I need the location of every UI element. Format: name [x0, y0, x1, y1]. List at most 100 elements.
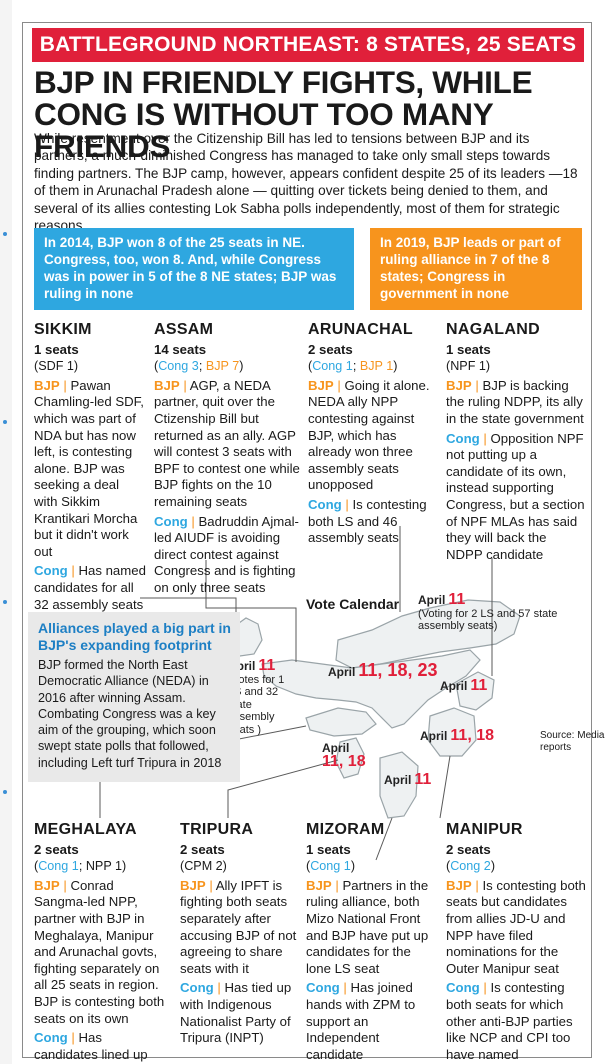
state-seats: 2 seats	[180, 841, 225, 857]
source-note: Source: Media reports	[540, 730, 605, 753]
cong-note: Cong | Is contesting both seats for whic…	[446, 980, 586, 1064]
cong-text: Is contesting both LS and 46 assembly se…	[308, 496, 427, 546]
bullet-dot	[3, 790, 7, 794]
separator: |	[337, 377, 341, 393]
cong-note: Cong | Has joined hands with ZPM to supp…	[306, 980, 434, 1063]
headline: BJP IN FRIENDLY FIGHTS, WHILE CONG IS WI…	[34, 66, 584, 162]
bjp-note: BJP | Going it alone. NEDA ally NPP cont…	[308, 378, 440, 494]
note: (Voting for 2 LS and 57 state assembly s…	[418, 607, 558, 633]
bjp-tag: BJP	[306, 877, 332, 893]
bjp-note: BJP | Conrad Sangma-led NPP, partner wit…	[34, 878, 166, 1027]
state-arunachal: ARUNACHAL 2 seats (Cong 1; BJP 1) BJP | …	[308, 321, 440, 547]
cong-tag: Cong	[34, 1030, 68, 1046]
headline-line-2: CONG IS WITHOUT TOO MANY FRIENDS	[34, 96, 493, 164]
bjp-text: Is contesting both seats but candidates …	[446, 877, 586, 976]
month: April	[440, 679, 468, 693]
month: April	[322, 741, 350, 755]
separator: |	[483, 430, 487, 446]
separator: |	[63, 877, 67, 893]
cong-note: Cong | Badruddin Ajmal-led AIUDF is avoi…	[154, 514, 300, 597]
state-seats: 1 seats	[306, 841, 351, 857]
separator: |	[343, 980, 347, 996]
state-seats: 14 seats	[154, 341, 207, 357]
state-assam: ASSAM 14 seats (Cong 3; BJP 7) BJP | AGP…	[154, 321, 300, 597]
bullet-dot	[3, 420, 7, 424]
cong-text: Opposition NPF not putting up a candidat…	[446, 430, 585, 562]
map-label-assam: April 11, 18, 23	[328, 661, 437, 680]
separator: |	[209, 877, 213, 893]
state-party: (Cong 2)	[446, 859, 496, 874]
map-label-meghalaya: April 11, 18	[322, 742, 382, 769]
cong-note: Cong | Is contesting both LS and 46 asse…	[308, 497, 440, 547]
cong-note: Cong | Has tied up with Indigenous Natio…	[180, 980, 298, 1046]
dates: 11, 18	[322, 752, 366, 770]
map-label-manipur: April 11, 18	[420, 728, 494, 744]
adjacent-column-strip	[0, 0, 12, 1064]
state-mizoram: MIZORAM 1 seats (Cong 1) BJP | Partners …	[306, 821, 434, 1063]
state-tripura: TRIPURA 2 seats (CPM 2) BJP | Ally IPFT …	[180, 821, 298, 1047]
month: April	[420, 729, 448, 743]
month: April	[418, 593, 446, 607]
state-name: MEGHALAYA	[34, 821, 137, 838]
intro-paragraph: While resentment over the Citizenship Bi…	[34, 131, 578, 234]
bjp-tag: BJP	[34, 377, 60, 393]
state-name: NAGALAND	[446, 321, 540, 338]
date: 11	[448, 591, 466, 608]
cong-text: Has joined hands with ZPM to support an …	[306, 980, 416, 1062]
bjp-tag: BJP	[154, 377, 180, 393]
state-party: (Cong 1; NPP 1)	[34, 859, 127, 874]
map-label-nagaland: April 11	[440, 678, 487, 694]
bjp-text: Partners in the ruling alliance, both Mi…	[306, 877, 429, 976]
state-sikkim: SIKKIM 1 seats (SDF 1) BJP | Pawan Chaml…	[34, 321, 146, 630]
cong-tag: Cong	[180, 980, 214, 996]
cong-text: Is contesting both seats for which other…	[446, 980, 573, 1064]
separator: |	[183, 377, 187, 393]
cong-tag: Cong	[446, 430, 480, 446]
bjp-note: BJP | Is contesting both seats but candi…	[446, 878, 586, 978]
state-name: MIZORAM	[306, 821, 385, 838]
map-label-mizoram: April 11	[384, 771, 432, 788]
bjp-note: BJP | Partners in the ruling alliance, b…	[306, 878, 434, 978]
dates: 11, 18, 23	[358, 660, 438, 680]
bjp-tag: BJP	[34, 877, 60, 893]
bjp-note: BJP | AGP, a NEDA partner, quit over the…	[154, 378, 300, 511]
state-seats: 1 seats	[446, 341, 491, 357]
cong-text: Badruddin Ajmal-led AIUDF is avoiding di…	[154, 513, 299, 595]
state-party: (Cong 3; BJP 7)	[154, 359, 244, 374]
month: April	[384, 773, 412, 787]
bjp-text: Conrad Sangma-led NPP, partner with BJP …	[34, 877, 165, 1026]
alliance-title: Alliances played a big part in BJP's exp…	[38, 620, 231, 653]
month: April	[328, 665, 356, 679]
bullet-dot	[3, 232, 7, 236]
separator: |	[191, 513, 195, 529]
date: 11	[414, 771, 432, 788]
state-name: SIKKIM	[34, 321, 92, 338]
state-party: (NPF 1)	[446, 359, 491, 374]
bjp-text: Going it alone. NEDA ally NPP contesting…	[308, 377, 430, 493]
cong-note: Cong | Opposition NPF not putting up a c…	[446, 431, 586, 564]
bjp-note: BJP | Pawan Chamling-led SDF, which was …	[34, 378, 146, 561]
separator: |	[345, 496, 349, 512]
separator: |	[71, 1030, 75, 1046]
separator: |	[71, 563, 75, 579]
state-party: (CPM 2)	[180, 859, 227, 874]
bjp-tag: BJP	[180, 877, 206, 893]
state-seats: 2 seats	[34, 841, 79, 857]
state-seats: 1 seats	[34, 341, 79, 357]
cong-tag: Cong	[34, 563, 68, 579]
headline-line-1: BJP IN FRIENDLY FIGHTS, WHILE	[34, 64, 533, 100]
bjp-text: Ally IPFT is fighting both seats separat…	[180, 877, 297, 976]
separator: |	[483, 980, 487, 996]
state-name: ASSAM	[154, 321, 214, 338]
cong-tag: Cong	[154, 513, 188, 529]
graphic-frame	[22, 22, 592, 1058]
bjp-text: AGP, a NEDA partner, quit over the Ctize…	[154, 377, 300, 509]
box-2014: In 2014, BJP won 8 of the 25 seats in NE…	[34, 228, 354, 310]
bjp-text: BJP is backing the ruling NDPP, its ally…	[446, 377, 584, 426]
alliance-body: BJP formed the North East Democratic All…	[38, 658, 222, 770]
bjp-tag: BJP	[308, 377, 334, 393]
state-seats: 2 seats	[446, 841, 491, 857]
state-name: TRIPURA	[180, 821, 254, 838]
state-meghalaya: MEGHALAYA 2 seats (Cong 1; NPP 1) BJP | …	[34, 821, 166, 1064]
state-name: MANIPUR	[446, 821, 523, 838]
